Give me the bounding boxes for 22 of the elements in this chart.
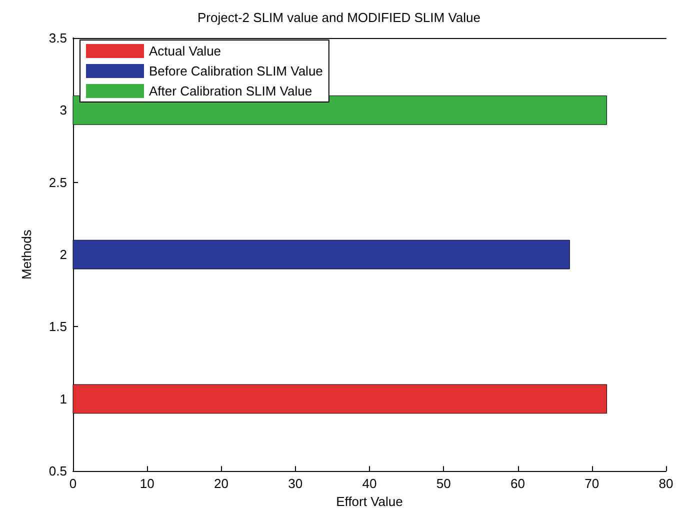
x-tick-label: 0 [69, 476, 77, 492]
x-tick-label: 60 [510, 476, 525, 492]
legend-label: Actual Value [149, 44, 222, 58]
chart-title: Project-2 SLIM value and MODIFIED SLIM Value [198, 10, 480, 25]
x-tick-label: 40 [362, 476, 377, 492]
x-tick-label: 30 [288, 476, 303, 492]
y-tick-label: 2.5 [48, 174, 67, 190]
legend-label: Before Calibration SLIM Value [149, 64, 323, 78]
y-tick-label: 3.5 [48, 30, 67, 46]
y-tick-label: 1 [60, 391, 67, 406]
y-tick-label: 1.5 [48, 319, 67, 334]
x-tick-label: 80 [658, 476, 674, 492]
x-tick-label: 10 [140, 476, 154, 492]
x-axis-title: Effort Value [336, 494, 403, 509]
y-axis-title: Methods [19, 229, 34, 280]
legend-label: After Calibration SLIM Value [149, 84, 312, 98]
x-tick-label: 70 [584, 476, 600, 492]
y-tick-label: 0.5 [48, 464, 67, 479]
y-tick-label: 2 [60, 247, 67, 262]
x-tick-label: 50 [436, 476, 451, 492]
y-tick-label: 3 [60, 102, 67, 118]
x-tick-label: 20 [214, 476, 228, 492]
